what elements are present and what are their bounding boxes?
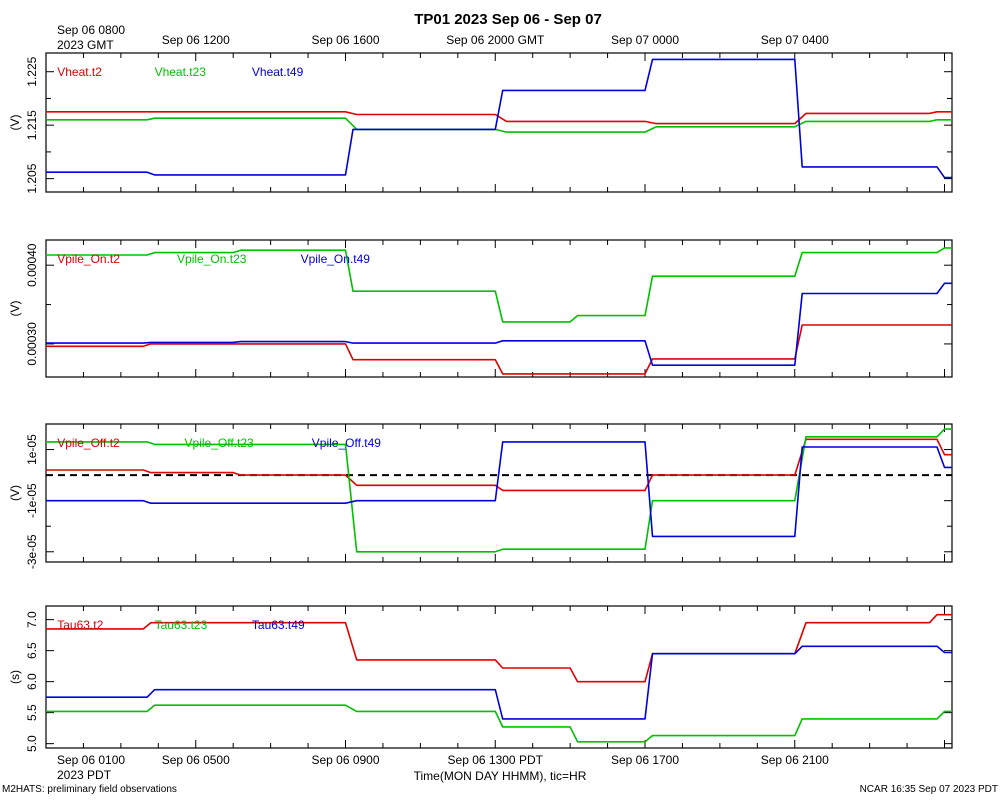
- bottom-axis-label: Sep 06 1700: [611, 753, 679, 767]
- series-line-Vpile_Off.t23: [46, 428, 952, 553]
- bottom-axis-label: Sep 06 0900: [311, 753, 379, 767]
- legend-Vpile_On.t23: Vpile_On.t23: [177, 252, 247, 266]
- bottom-axis-first-label: Sep 06 0100: [57, 753, 125, 767]
- y-tick-label: 1.215: [25, 110, 39, 140]
- chart-panel-2: 0.00030 0.00040(V) Vpile_On.t2 Vpile_On.t23…: [8, 239, 953, 378]
- y-tick-label: 7.0: [25, 611, 39, 628]
- series-line-Vheat.t49: [46, 58, 952, 179]
- top-axis-label: Sep 07 0400: [761, 33, 829, 47]
- bottom-axis-label: Sep 06 0500: [162, 753, 230, 767]
- series-line-Vpile_On.t23: [46, 247, 952, 323]
- bottom-axis-first-label-sub: 2023 PDT: [57, 768, 112, 782]
- y-axis-label: (V): [8, 115, 22, 131]
- series-line-Tau63.t49: [46, 645, 952, 720]
- panel-frame: [45, 52, 953, 193]
- legend-Vpile_Off.t23: Vpile_Off.t23: [185, 436, 254, 450]
- bottom-axis-label: Sep 06 1300 PDT: [448, 753, 544, 767]
- legend-Vheat.t49: Vheat.t49: [252, 65, 304, 79]
- y-tick-label: 1.205: [25, 163, 39, 193]
- y-tick-label: 5.5: [25, 704, 39, 721]
- footer-left-note: M2HATS: preliminary field observations: [2, 784, 177, 795]
- y-tick-label: 6.0: [25, 673, 39, 690]
- series-line-Vheat.t23: [46, 117, 952, 133]
- series-line-Tau63.t23: [46, 704, 952, 743]
- legend-Vpile_Off.t49: Vpile_Off.t49: [312, 436, 381, 450]
- top-axis-label: Sep 06 1600: [311, 33, 379, 47]
- chart-panels: 1.205 1.215 1.225 (V) Vheat.t2 Vheat.t23 Vheat…: [8, 52, 953, 752]
- y-tick-label: 0.00030: [25, 322, 39, 366]
- series-line-Vpile_Off.t49: [46, 441, 952, 538]
- y-tick-label: -3e-05: [25, 534, 39, 569]
- legend-Vpile_On.t2: Vpile_On.t2: [57, 252, 120, 266]
- series-line-Vpile_On.t2: [46, 324, 952, 375]
- series-line-Vpile_On.t49: [46, 282, 952, 367]
- y-axis-label: (V): [8, 301, 22, 317]
- x-axis-label: Time(MON DAY HHMM), tic=HR: [414, 769, 587, 783]
- chart-title: TP01 2023 Sep 06 - Sep 07: [414, 11, 602, 28]
- legend-Vpile_On.t49: Vpile_On.t49: [301, 252, 371, 266]
- y-tick-label: 1e-05: [25, 434, 39, 465]
- top-axis-first-label: Sep 06 0800: [57, 23, 125, 37]
- chart-panel-1: 1.205 1.215 1.225 (V) Vheat.t2 Vheat.t23 Vheat…: [8, 52, 953, 194]
- y-tick-label: 6.5: [25, 642, 39, 659]
- chart-panel-4: 5.0 5.5 6.0 6.5 7.0 (s) Tau63.t2 Tau63.t23 Tau63…: [8, 605, 953, 752]
- y-tick-label: 0.00040: [25, 243, 39, 287]
- legend-Vheat.t23: Vheat.t23: [155, 65, 207, 79]
- y-tick-label: 1.225: [25, 56, 39, 86]
- y-tick-label: 5.0: [25, 735, 39, 752]
- panel-frame: [45, 423, 953, 563]
- legend-Tau63.t2: Tau63.t2: [57, 618, 103, 632]
- panel-frame: [45, 605, 953, 749]
- y-axis-label: (s): [8, 670, 22, 684]
- legend-Tau63.t23: Tau63.t23: [155, 618, 208, 632]
- top-axis-label: Sep 06 2000 GMT: [446, 33, 545, 47]
- y-axis-label: (V): [8, 485, 22, 501]
- legend-Vheat.t2: Vheat.t2: [57, 65, 102, 79]
- legend-Tau63.t49: Tau63.t49: [252, 618, 305, 632]
- series-line-Vpile_Off.t2: [46, 438, 952, 492]
- y-tick-label: -1e-05: [25, 483, 39, 518]
- panel-frame: [45, 239, 953, 378]
- legend-Vpile_Off.t2: Vpile_Off.t2: [57, 436, 120, 450]
- series-line-Tau63.t2: [46, 613, 952, 683]
- top-axis-first-label-sub: 2023 GMT: [57, 38, 114, 52]
- footer-right-note: NCAR 16:35 Sep 07 2023 PDT: [860, 784, 998, 795]
- top-axis-label: Sep 06 1200: [162, 33, 230, 47]
- series-line-Vheat.t2: [46, 111, 952, 125]
- bottom-axis-label: Sep 06 2100: [761, 753, 829, 767]
- chart-panel-3: -3e-05 -1e-05 1e-05 (V) Vpile_Off.t2 Vpile_Of…: [8, 423, 953, 569]
- top-axis-label: Sep 07 0000: [611, 33, 679, 47]
